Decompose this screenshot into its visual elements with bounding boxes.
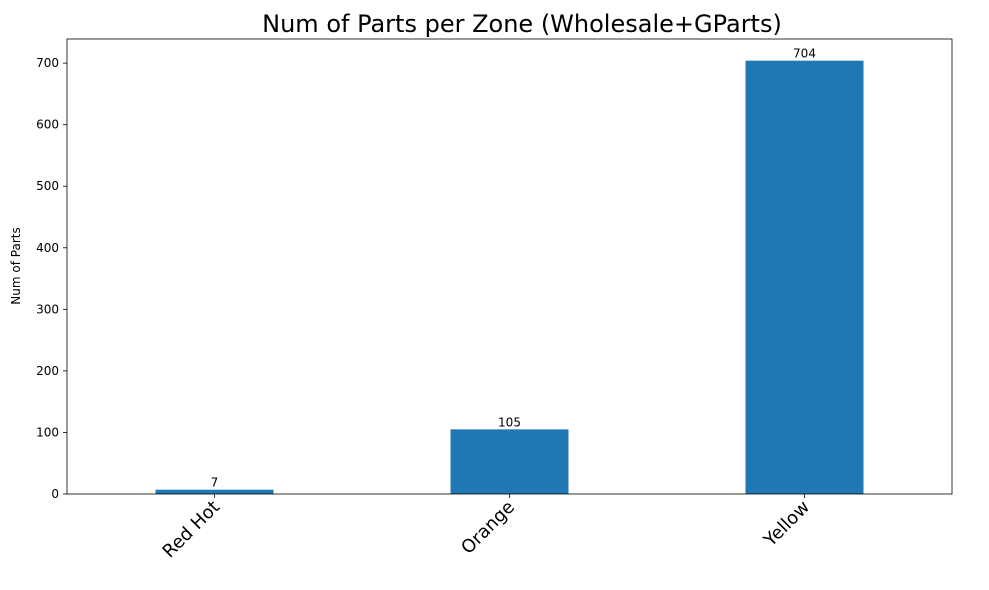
plot-area: 7 105 704 0 100 200 300 400 500 600 700 Red Hot Oran… (36, 38, 953, 562)
bar-red-hot (155, 489, 274, 494)
x-tick-label: Yellow (759, 497, 814, 552)
x-tick-label: Orange (457, 497, 519, 559)
x-tick-label: Red Hot (159, 497, 224, 562)
y-tick-label: 400 (36, 241, 59, 255)
data-label: 704 (793, 47, 816, 61)
y-tick-label: 500 (36, 179, 59, 193)
y-tick-label: 600 (36, 118, 59, 132)
data-label: 105 (498, 415, 521, 429)
y-axis-label: Num of Parts (9, 227, 23, 304)
y-tick-label: 700 (36, 56, 59, 70)
chart-title: Num of Parts per Zone (Wholesale+GParts) (262, 10, 782, 38)
bar-orange (450, 429, 569, 494)
bar-yellow (745, 60, 864, 495)
y-tick-label: 300 (36, 302, 59, 316)
data-label: 7 (211, 476, 219, 490)
y-tick-label: 100 (36, 425, 59, 439)
y-tick-label: 200 (36, 364, 59, 378)
y-tick-label: 0 (51, 487, 59, 501)
